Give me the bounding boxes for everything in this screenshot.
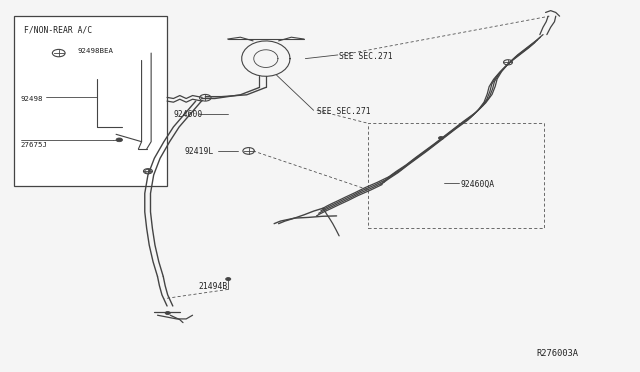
Circle shape [226,278,231,280]
Text: SEE SEC.271: SEE SEC.271 [317,106,371,116]
Text: 92419L: 92419L [185,147,214,156]
Text: 21494B: 21494B [199,282,228,291]
Bar [14,16,167,186]
Circle shape [438,137,444,140]
Text: F/NON-REAR A/C: F/NON-REAR A/C [24,26,92,35]
Text: SEE SEC.271: SEE SEC.271 [339,52,393,61]
Text: 92498: 92498 [20,96,43,102]
Text: 27675J: 27675J [20,142,47,148]
Text: 92460QA: 92460QA [460,180,494,189]
Circle shape [165,311,170,314]
Text: 924600: 924600 [173,110,203,119]
Text: R276003A: R276003A [537,349,579,358]
Circle shape [116,138,122,142]
Text: 92498BEA: 92498BEA [78,48,114,54]
